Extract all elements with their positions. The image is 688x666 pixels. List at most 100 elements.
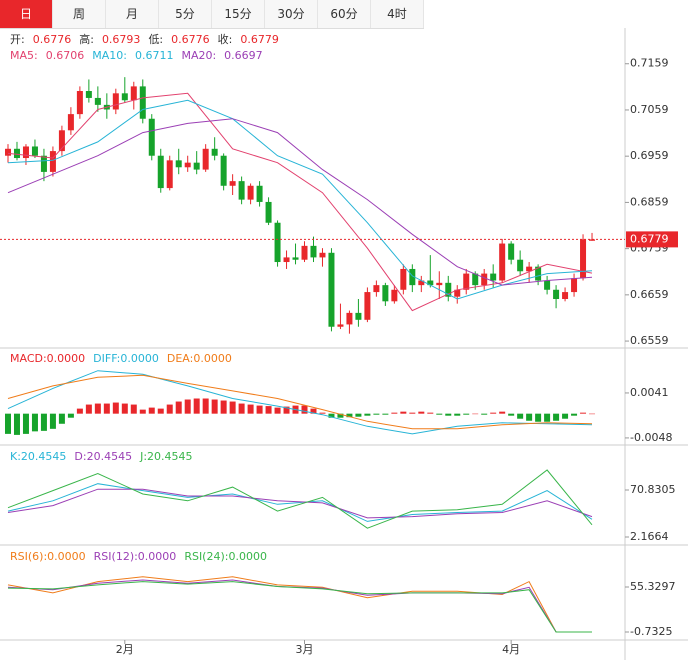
macd-bar (337, 413, 344, 418)
candle-body (85, 91, 92, 98)
candle-body (319, 252, 326, 258)
candle-body (337, 324, 344, 327)
x-tick-label: 2月 (116, 643, 134, 656)
indicator-line (7, 99, 593, 300)
macd-bar (526, 413, 533, 421)
legend-entry: 0.6697 (224, 49, 263, 62)
macd-bar (67, 413, 74, 418)
macd-bar (472, 413, 479, 415)
y-tick-label: 0.6959 (630, 149, 669, 162)
candle-body (67, 114, 74, 131)
macd-bar (265, 406, 272, 414)
macd-bar (391, 412, 398, 414)
legend-entry: 0.6711 (135, 49, 174, 62)
period-tab[interactable]: 15分 (212, 0, 265, 28)
candle-body (391, 289, 398, 302)
macd-bar (301, 405, 308, 414)
indicator-line (7, 488, 593, 519)
candle-body (247, 185, 254, 200)
candle-body (49, 151, 56, 172)
period-tab[interactable]: 60分 (318, 0, 371, 28)
period-tab[interactable]: 周 (53, 0, 106, 28)
macd-bar (139, 409, 146, 414)
legend-entry: 0.6779 (240, 33, 279, 46)
candle-body (310, 245, 317, 258)
candle-body (265, 201, 272, 223)
macd-bar (5, 413, 11, 434)
candle-body (454, 289, 461, 297)
candle-body (589, 239, 596, 241)
macd-bar (103, 403, 110, 414)
y-tick-label: 0.0041 (630, 386, 669, 399)
macd-bar (508, 413, 515, 416)
macd-bar (499, 411, 506, 414)
legend-entry: DIFF:0.0000 (93, 352, 159, 365)
macd-bar (535, 413, 542, 422)
last-price-label: 0.6779 (630, 232, 669, 245)
candle-body (193, 162, 200, 170)
y-tick-label: 0.7059 (630, 103, 669, 116)
y-tick-label: -0.7325 (630, 625, 672, 638)
candle-body (94, 97, 101, 105)
macd-bar (454, 413, 461, 416)
candle-body (427, 280, 434, 286)
macd-bar (517, 413, 524, 419)
indicator-line (7, 92, 593, 312)
macd-bar (274, 407, 281, 414)
candle-body (436, 282, 443, 286)
indicator-line (7, 374, 593, 430)
candle-body (355, 312, 362, 320)
period-tab[interactable]: 4时 (371, 0, 424, 28)
candle-body (553, 289, 560, 300)
candle-body (220, 155, 227, 186)
macd-bar (328, 413, 335, 418)
candle-body (409, 268, 416, 286)
legend-entry: MA10: (92, 49, 127, 62)
macd-bar (166, 404, 173, 414)
macd-bar (481, 413, 488, 415)
macd-bar (94, 403, 101, 414)
legend-entry: D:20.4545 (74, 450, 132, 463)
candle-body (580, 239, 587, 279)
candle-body (571, 278, 578, 293)
candle-body (517, 259, 524, 272)
y-tick-label: 2.1664 (630, 530, 669, 543)
macd-bar (184, 399, 191, 414)
macd-bar (193, 398, 200, 414)
legend-entry: RSI(24):0.0000 (184, 550, 267, 563)
macd-bar (85, 404, 92, 414)
macd-bar (148, 407, 155, 414)
period-tabs: 日周月 5分 15分 30分 60分 4时 (0, 0, 424, 29)
candle-body (544, 280, 551, 290)
last-price-tag (626, 231, 678, 248)
legend-entry: MA5: (10, 49, 38, 62)
candle-body (508, 243, 515, 260)
macd-bar (463, 413, 470, 415)
candle-body (562, 292, 569, 300)
indicator-line (7, 576, 592, 633)
legend-entry: 0.6706 (46, 49, 85, 62)
candle-body (283, 257, 290, 263)
period-tab[interactable]: 日 (0, 0, 53, 28)
indicator-line (7, 483, 593, 522)
legend-entry: K:20.4545 (10, 450, 66, 463)
candle-body (76, 91, 83, 115)
x-tick-label: 4月 (502, 643, 520, 656)
candle-body (301, 245, 308, 260)
period-tab[interactable]: 5分 (159, 0, 212, 28)
candle-body (373, 285, 380, 293)
macd-bar (418, 411, 425, 414)
period-tab[interactable]: 30分 (265, 0, 318, 28)
candle-body (211, 148, 218, 156)
macd-bar (427, 412, 434, 414)
legend-entry: RSI(6):0.0000 (10, 550, 86, 563)
macd-bar (202, 398, 209, 414)
period-tab[interactable]: 月 (106, 0, 159, 28)
macd-bar (346, 413, 353, 418)
candle-body (526, 266, 533, 272)
candle-body (472, 273, 479, 286)
macd-bar (571, 413, 578, 416)
y-tick-label: 55.3297 (630, 580, 676, 593)
candle-body (238, 181, 245, 200)
